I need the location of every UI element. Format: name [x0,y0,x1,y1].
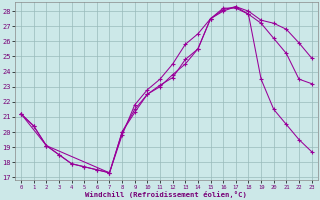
X-axis label: Windchill (Refroidissement éolien,°C): Windchill (Refroidissement éolien,°C) [85,191,247,198]
